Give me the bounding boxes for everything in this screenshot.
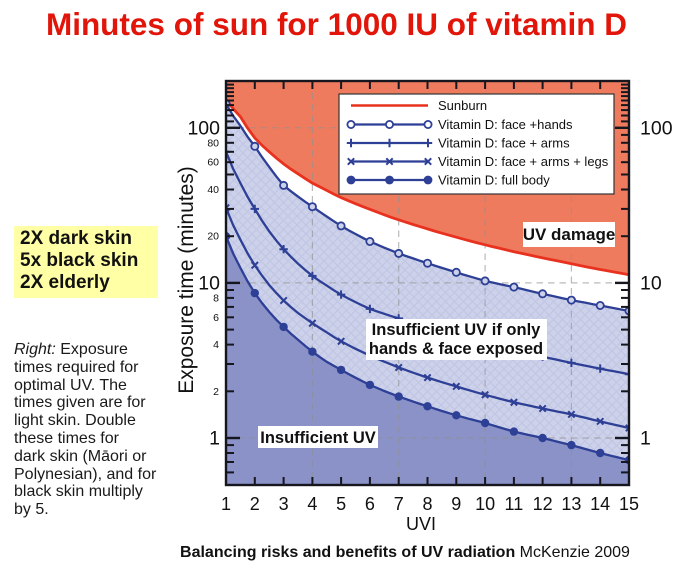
svg-text:1: 1 [640, 428, 651, 450]
svg-text:7: 7 [394, 494, 404, 514]
svg-text:80: 80 [207, 137, 219, 149]
svg-text:5: 5 [336, 494, 346, 514]
svg-text:Vitamin D: face + arms + legs: Vitamin D: face + arms + legs [438, 154, 609, 169]
svg-text:9: 9 [451, 494, 461, 514]
svg-text:14: 14 [590, 494, 610, 514]
svg-text:Vitamin D: face + arms: Vitamin D: face + arms [438, 136, 570, 151]
svg-text:13: 13 [561, 494, 581, 514]
svg-text:Sunburn: Sunburn [438, 98, 487, 113]
svg-text:60: 60 [207, 157, 219, 169]
svg-text:3: 3 [279, 494, 289, 514]
svg-text:4: 4 [213, 339, 219, 351]
svg-text:UVI: UVI [406, 514, 436, 534]
svg-text:100: 100 [187, 117, 220, 139]
svg-text:hands & face exposed: hands & face exposed [369, 340, 543, 358]
svg-text:10: 10 [640, 272, 662, 294]
svg-text:Insufficient UV if only: Insufficient UV if only [372, 321, 541, 339]
svg-text:20: 20 [207, 231, 219, 243]
svg-text:2: 2 [213, 386, 219, 398]
svg-text:Vitamin D: face +hands: Vitamin D: face +hands [438, 117, 573, 132]
svg-text:2: 2 [250, 494, 260, 514]
svg-text:UV damage: UV damage [523, 225, 616, 244]
svg-text:10: 10 [475, 494, 495, 514]
svg-text:12: 12 [533, 494, 553, 514]
svg-text:4: 4 [307, 494, 317, 514]
svg-text:1: 1 [209, 428, 220, 450]
svg-text:40: 40 [207, 184, 219, 196]
svg-text:15: 15 [619, 494, 639, 514]
svg-text:10: 10 [198, 272, 220, 294]
svg-text:Insufficient UV: Insufficient UV [260, 429, 376, 447]
svg-text:6: 6 [213, 312, 219, 324]
svg-text:6: 6 [365, 494, 375, 514]
svg-text:1: 1 [221, 494, 231, 514]
svg-text:8: 8 [422, 494, 432, 514]
svg-text:100: 100 [640, 117, 673, 139]
svg-text:Exposure time (minutes): Exposure time (minutes) [175, 166, 198, 394]
svg-text:11: 11 [505, 494, 524, 514]
svg-text:Vitamin D: full body: Vitamin D: full body [438, 173, 550, 188]
svg-text:8: 8 [213, 292, 219, 304]
